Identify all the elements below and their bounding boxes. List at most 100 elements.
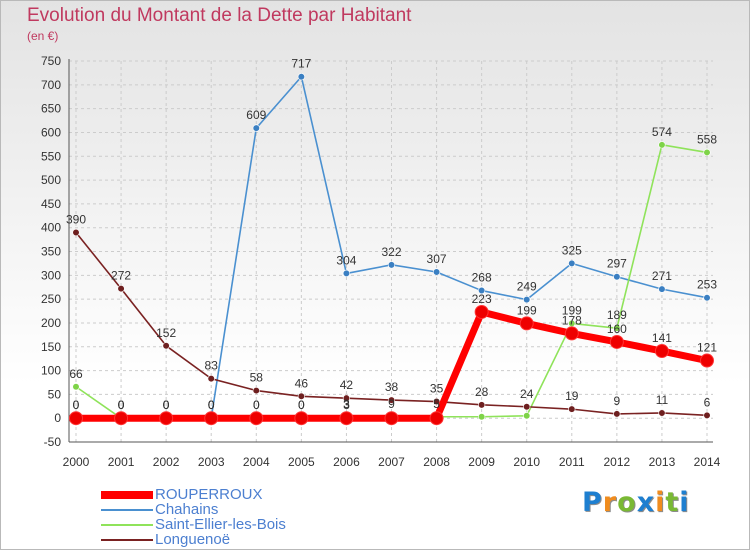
data-label: 38 [385, 380, 399, 394]
x-tick-label: 2003 [198, 455, 225, 469]
x-tick-label: 2009 [468, 455, 495, 469]
data-label: 199 [562, 303, 582, 317]
data-point [204, 411, 219, 426]
y-tick-label: 600 [41, 125, 61, 139]
y-tick-label: 750 [41, 54, 61, 68]
logo-letter: t [665, 487, 680, 518]
data-point [613, 324, 621, 332]
y-tick-label: 400 [41, 221, 61, 235]
legend-label: Saint-Ellier-les-Bois [155, 516, 286, 533]
data-label: 271 [652, 269, 672, 283]
data-label: 28 [475, 385, 489, 399]
data-label: 0 [298, 398, 305, 412]
chart-unit: (en €) [27, 29, 59, 43]
data-label: 141 [652, 331, 672, 345]
data-label: 717 [291, 57, 311, 71]
data-label: 322 [381, 245, 401, 259]
series-line-1 [75, 144, 708, 419]
data-point [478, 401, 486, 409]
y-tick-label: 650 [41, 102, 61, 116]
data-point [703, 411, 711, 419]
data-label: 249 [517, 280, 537, 294]
logo-letter: r [602, 487, 618, 518]
data-labels: 0 0 0 0609717304322307268249325297271253660… [66, 57, 717, 412]
data-point [568, 405, 576, 413]
data-label: 0 [298, 398, 305, 412]
data-point [658, 409, 666, 417]
y-tick-label: 150 [41, 340, 61, 354]
data-label: 6 [704, 395, 711, 409]
logo-letter: x [636, 487, 656, 518]
data-label: 325 [562, 243, 582, 257]
data-label: 390 [66, 212, 86, 226]
data-point [568, 259, 576, 268]
x-tick-label: 2014 [694, 455, 721, 469]
data-label: 24 [520, 387, 534, 401]
data-point [700, 353, 714, 368]
x-tick-label: 2002 [153, 455, 180, 469]
data-point [478, 286, 486, 295]
data-label: 19 [565, 389, 579, 403]
data-label: 83 [205, 359, 219, 373]
data-label: 0 [163, 398, 170, 412]
x-tick-label: 2000 [63, 455, 90, 469]
data-label: 0 [208, 398, 215, 412]
legend-swatch [101, 491, 153, 499]
x-tick-label: 2007 [378, 455, 405, 469]
y-tick-label: 500 [41, 173, 61, 187]
data-point [339, 411, 354, 426]
y-tick-label: 450 [41, 197, 61, 211]
logo-letter: i [655, 487, 666, 518]
data-point [429, 411, 444, 426]
logo-letter: o [617, 487, 637, 518]
data-point [523, 403, 531, 411]
data-label: 46 [295, 376, 309, 390]
data-point [523, 412, 531, 420]
x-tick-label: 2006 [333, 455, 360, 469]
data-label: 307 [427, 252, 447, 266]
y-tick-label: 350 [41, 245, 61, 259]
logo-letter: P [582, 487, 603, 518]
data-label: 199 [517, 303, 537, 317]
data-label: 160 [607, 322, 627, 336]
data-point [432, 268, 441, 276]
data-point [523, 296, 531, 304]
data-label: 304 [336, 253, 356, 267]
series [69, 73, 714, 426]
data-label: 272 [111, 269, 131, 283]
data-point [519, 316, 534, 331]
data-label: 0 [208, 398, 215, 412]
data-point [72, 383, 80, 391]
data-point [69, 411, 83, 426]
data-point [252, 386, 260, 395]
data-label: 3 [343, 398, 350, 412]
data-point [159, 411, 174, 426]
data-point [387, 396, 396, 404]
data-label: 297 [607, 257, 627, 271]
data-point [474, 304, 489, 319]
data-label: 9 [614, 394, 621, 408]
data-label: 189 [607, 308, 627, 322]
data-label: 11 [656, 393, 669, 407]
y-tick-label: 550 [41, 149, 61, 163]
data-point [387, 261, 396, 269]
data-label: 574 [652, 125, 672, 139]
data-label: 0 [118, 398, 125, 412]
legend-label: ROUPERROUX [155, 486, 263, 503]
x-tick-label: 2004 [243, 455, 270, 469]
data-point [342, 269, 351, 278]
data-point [342, 394, 351, 402]
data-label: 0 [118, 398, 125, 412]
data-label: 3 [343, 397, 350, 411]
data-point [114, 411, 129, 426]
data-label: 253 [697, 278, 717, 292]
data-point [609, 334, 624, 349]
x-tick-label: 2005 [288, 455, 315, 469]
x-tick-label: 2012 [604, 455, 631, 469]
data-point [162, 342, 170, 350]
y-tick-label: 100 [41, 364, 61, 378]
data-point [703, 294, 711, 302]
x-tick-label: 2013 [649, 455, 676, 469]
